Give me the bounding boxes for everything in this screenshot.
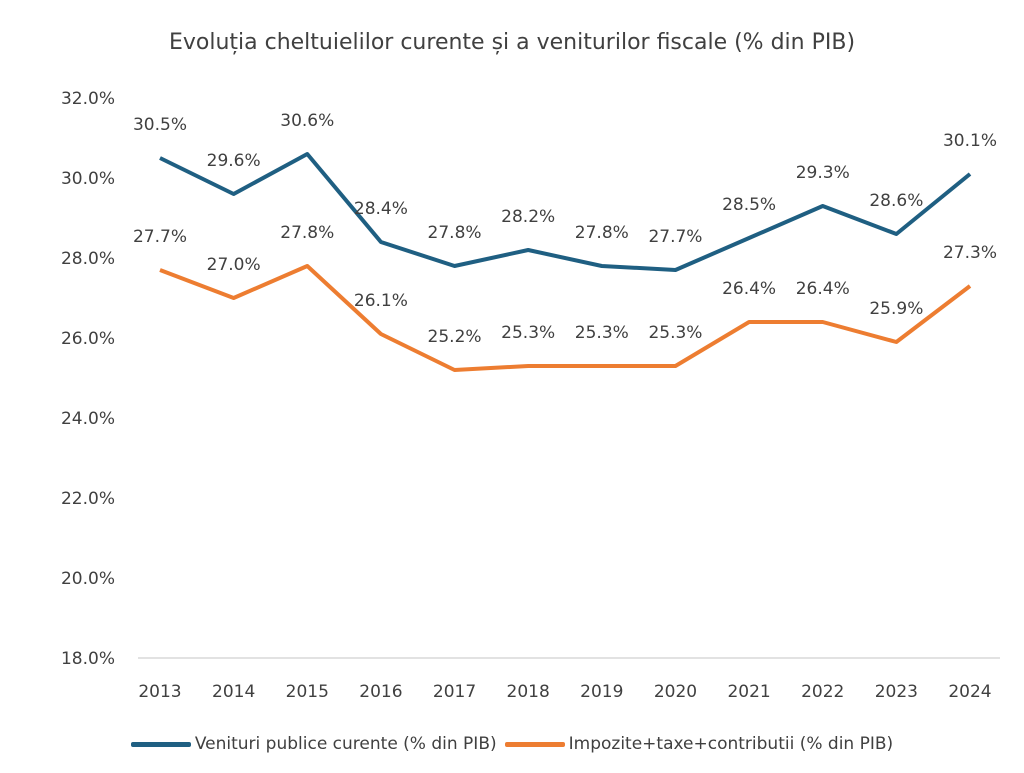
data-label: 27.7% (648, 227, 702, 247)
data-label: 25.9% (869, 299, 923, 319)
data-label: 28.5% (722, 195, 776, 215)
legend: Venituri publice curente (% din PIB) Imp… (0, 734, 1024, 754)
data-label: 27.8% (280, 223, 334, 243)
series-line-venituri (159, 152, 972, 272)
data-label: 25.3% (648, 323, 702, 343)
x-tick-label: 2013 (138, 682, 181, 702)
series-line-impozite (159, 264, 972, 372)
y-tick-label: 30.0% (61, 169, 115, 189)
x-tick-label: 2020 (654, 682, 697, 702)
data-label: 28.2% (501, 207, 555, 227)
data-label: 28.4% (354, 199, 408, 219)
legend-item-venituri: Venituri publice curente (% din PIB) (130, 734, 497, 754)
x-tick-label: 2022 (801, 682, 844, 702)
data-label: 29.6% (207, 151, 261, 171)
x-tick-label: 2016 (359, 682, 402, 702)
y-tick-label: 24.0% (61, 409, 115, 429)
x-tick-label: 2019 (580, 682, 623, 702)
y-tick-label: 28.0% (61, 249, 115, 269)
legend-label: Venituri publice curente (% din PIB) (194, 734, 497, 754)
data-label: 30.6% (280, 111, 334, 131)
data-label: 25.3% (501, 323, 555, 343)
y-tick-label: 18.0% (61, 649, 115, 669)
x-tick-label: 2018 (507, 682, 550, 702)
y-tick-label: 26.0% (61, 329, 115, 349)
data-label: 27.8% (428, 223, 482, 243)
data-label: 26.4% (796, 279, 850, 299)
data-label: 27.8% (575, 223, 629, 243)
data-label: 26.4% (722, 279, 776, 299)
legend-label: Impozite+taxe+contributii (% din PIB) (568, 734, 894, 754)
data-label: 25.2% (428, 327, 482, 347)
legend-swatch (504, 741, 565, 747)
legend-item-impozite: Impozite+taxe+contributii (% din PIB) (504, 734, 894, 754)
y-tick-label: 20.0% (61, 569, 115, 589)
x-tick-label: 2023 (875, 682, 918, 702)
data-label: 26.1% (354, 291, 408, 311)
data-label: 27.3% (943, 243, 997, 263)
data-label: 30.5% (133, 115, 187, 135)
chart-title: Evoluția cheltuielilor curente și a veni… (168, 30, 856, 55)
x-tick-label: 2021 (727, 682, 770, 702)
x-tick-label: 2017 (433, 682, 476, 702)
x-tick-label: 2015 (286, 682, 329, 702)
data-label: 27.0% (207, 255, 261, 275)
data-label: 28.6% (869, 191, 923, 211)
data-label: 27.7% (133, 227, 187, 247)
data-label: 25.3% (575, 323, 629, 343)
legend-swatch (130, 741, 191, 747)
x-tick-label: 2014 (212, 682, 255, 702)
y-tick-label: 22.0% (61, 489, 115, 509)
data-label: 29.3% (796, 163, 850, 183)
x-tick-label: 2024 (948, 682, 991, 702)
data-label: 30.1% (943, 131, 997, 151)
y-tick-label: 32.0% (61, 89, 115, 109)
